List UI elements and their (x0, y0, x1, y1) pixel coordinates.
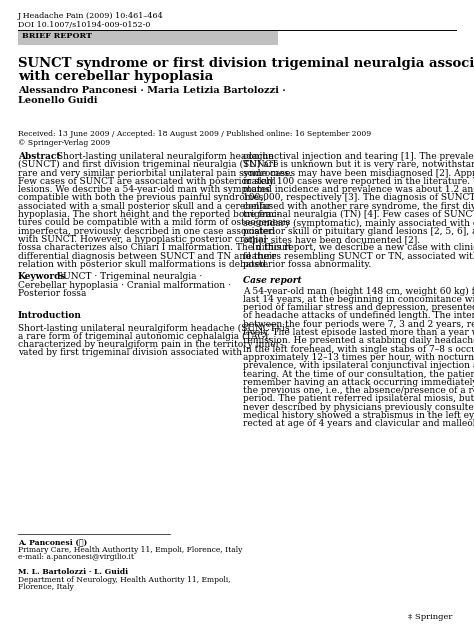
Text: Primary Care, Health Authority 11, Empoli, Florence, Italy: Primary Care, Health Authority 11, Empol… (18, 545, 242, 554)
Text: BRIEF REPORT: BRIEF REPORT (22, 32, 92, 40)
Text: fossa characterizes also Chiari I malformation. The difficult: fossa characterizes also Chiari I malfor… (18, 243, 292, 252)
Text: M. L. Bartolozzi · L. Guidi: M. L. Bartolozzi · L. Guidi (18, 568, 128, 576)
Text: last 14 years, at the beginning in concomitance with a: last 14 years, at the beginning in conco… (243, 295, 474, 304)
Text: remission. He presented a stabbing daily headache located: remission. He presented a stabbing daily… (243, 337, 474, 345)
Text: Department of Neurology, Health Authority 11, Empoli,: Department of Neurology, Health Authorit… (18, 576, 231, 584)
Text: medical history showed a strabismus in the left eye cor-: medical history showed a strabismus in t… (243, 411, 474, 420)
Text: Leonello Guidi: Leonello Guidi (18, 96, 98, 105)
Text: A 54-year-old man (height 148 cm, weight 60 kg) for the: A 54-year-old man (height 148 cm, weight… (243, 286, 474, 296)
Text: the previous one, i.e., the absence/presence of a refractory: the previous one, i.e., the absence/pres… (243, 386, 474, 395)
Text: In this report, we describe a new case with clinical: In this report, we describe a new case w… (243, 243, 474, 252)
Text: SUNCT is unknown but it is very rare, notwithstanding: SUNCT is unknown but it is very rare, no… (243, 160, 474, 169)
Text: e-mail: a.panconesi@virgilio.it: e-mail: a.panconesi@virgilio.it (18, 553, 134, 561)
Text: characterized by neuralgiform pain in the territory inner-: characterized by neuralgiform pain in th… (18, 340, 283, 349)
Text: ‡ Springer: ‡ Springer (408, 613, 452, 621)
Text: Received: 13 June 2009 / Accepted: 18 August 2009 / Published online: 16 Septemb: Received: 13 June 2009 / Accepted: 18 Au… (18, 130, 371, 138)
Text: lesions. We describe a 54-year-old man with symptoms: lesions. We describe a 54-year-old man w… (18, 185, 270, 194)
Text: posterior skull or pituitary gland lesions [2, 5, 6], although: posterior skull or pituitary gland lesio… (243, 226, 474, 236)
Text: DOI 10.1007/s10194-009-0152-0: DOI 10.1007/s10194-009-0152-0 (18, 21, 150, 29)
Text: mated incidence and prevalence was about 1.2 and 6.6/: mated incidence and prevalence was about… (243, 185, 474, 194)
Text: imperfecta, previously described in one case associated: imperfecta, previously described in one … (18, 226, 275, 236)
Text: Florence, Italy: Florence, Italy (18, 583, 74, 591)
Text: vated by first trigeminal division associated with: vated by first trigeminal division assoc… (18, 348, 242, 357)
Text: other sites have been documented [2].: other sites have been documented [2]. (243, 235, 420, 244)
Text: a rare form of trigeminal autonomic cephalalgia (TAC),: a rare form of trigeminal autonomic ceph… (18, 331, 271, 341)
Text: SUNCT · Trigeminal neuralgia ·: SUNCT · Trigeminal neuralgia · (57, 272, 202, 281)
Text: secondary (symptomatic), mainly associated with either: secondary (symptomatic), mainly associat… (243, 218, 474, 228)
Text: features resembling SUNCT or TN, associated with a: features resembling SUNCT or TN, associa… (243, 252, 474, 260)
Text: rare and very similar periorbital unilateral pain syndromes.: rare and very similar periorbital unilat… (18, 169, 292, 177)
Text: posterior fossa abnormality.: posterior fossa abnormality. (243, 260, 371, 269)
Text: J Headache Pain (2009) 10:461–464: J Headache Pain (2009) 10:461–464 (18, 12, 164, 20)
Text: Posterior fossa: Posterior fossa (18, 289, 86, 298)
Text: associated with a small posterior skull and a cerebellar: associated with a small posterior skull … (18, 202, 272, 211)
Text: relation with posterior skull malformations is debated.: relation with posterior skull malformati… (18, 260, 269, 269)
Text: period. The patient referred ipsilateral miosis, but this was: period. The patient referred ipsilateral… (243, 394, 474, 403)
Text: Short-lasting unilateral neuralgiform headache: Short-lasting unilateral neuralgiform he… (57, 152, 274, 161)
Text: confused with another rare syndrome, the first division: confused with another rare syndrome, the… (243, 202, 474, 211)
Text: mately 100 cases were reported in the literature. The esti-: mately 100 cases were reported in the li… (243, 177, 474, 186)
Text: tearing. At the time of our consultation, the patient did not: tearing. At the time of our consultation… (243, 369, 474, 379)
Text: prevalence, with ipsilateral conjunctival injection and: prevalence, with ipsilateral conjunctiva… (243, 361, 474, 370)
Text: Keywords: Keywords (18, 272, 66, 281)
Text: rected at age of 4 years and clavicular and malleolar: rected at age of 4 years and clavicular … (243, 420, 474, 428)
Text: Case report: Case report (243, 276, 301, 285)
Text: SUNCT syndrome or first division trigeminal neuralgia associated: SUNCT syndrome or first division trigemi… (18, 57, 474, 70)
Text: between the four periods were 7, 3 and 2 years, respec-: between the four periods were 7, 3 and 2… (243, 320, 474, 329)
Text: of headache attacks of undefined length. The intervals: of headache attacks of undefined length.… (243, 311, 474, 320)
Text: Introduction: Introduction (18, 311, 82, 320)
Text: in the left forehead, with single stabs of 7–8 s occurring: in the left forehead, with single stabs … (243, 345, 474, 353)
Text: with cerebellar hypoplasia: with cerebellar hypoplasia (18, 70, 213, 83)
Text: differential diagnosis between SUNCT and TN and their: differential diagnosis between SUNCT and… (18, 252, 276, 260)
Text: 100,000, respectively [3]. The diagnosis of SUNCT is often: 100,000, respectively [3]. The diagnosis… (243, 194, 474, 203)
Text: with SUNCT. However, a hypoplastic posterior cranial: with SUNCT. However, a hypoplastic poste… (18, 235, 266, 244)
Text: Abstract: Abstract (18, 152, 61, 161)
Text: Alessandro Panconesi · Maria Letizia Bartolozzi ·: Alessandro Panconesi · Maria Letizia Bar… (18, 86, 286, 95)
Text: trigeminal neuralgia (TN) [4]. Few cases of SUNCT are: trigeminal neuralgia (TN) [4]. Few cases… (243, 210, 474, 220)
Text: Cerebellar hypoplasia · Cranial malformation ·: Cerebellar hypoplasia · Cranial malforma… (18, 281, 231, 289)
Text: hypoplasia. The short height and the reported bone frac-: hypoplasia. The short height and the rep… (18, 210, 280, 219)
Text: some cases may have been misdiagnosed [2]. Approxi-: some cases may have been misdiagnosed [2… (243, 169, 474, 177)
Text: © Springer-Verlag 2009: © Springer-Verlag 2009 (18, 139, 110, 147)
Text: never described by physicians previously consulted. His: never described by physicians previously… (243, 403, 474, 412)
Text: approximately 12–13 times per hour, with nocturnal: approximately 12–13 times per hour, with… (243, 353, 474, 362)
Text: conjunctival injection and tearing [1]. The prevalence of: conjunctival injection and tearing [1]. … (243, 152, 474, 161)
Text: Short-lasting unilateral neuralgiform headache (SUNCT) is: Short-lasting unilateral neuralgiform he… (18, 323, 290, 333)
Text: A. Panconesi (✉): A. Panconesi (✉) (18, 538, 87, 546)
Text: period of familiar stress and depression, presented periods: period of familiar stress and depression… (243, 303, 474, 312)
Text: remember having an attack occurring immediately after: remember having an attack occurring imme… (243, 378, 474, 387)
Text: compatible with both the previous painful syndromes,: compatible with both the previous painfu… (18, 194, 266, 203)
Bar (18, 31, 278, 45)
Text: tively. The latest episode lasted more than a year without: tively. The latest episode lasted more t… (243, 328, 474, 337)
Text: (SUNCT) and first division trigeminal neuralgia (TN) are: (SUNCT) and first division trigeminal ne… (18, 160, 279, 169)
Text: Few cases of SUNCT are associated with posterior skull: Few cases of SUNCT are associated with p… (18, 177, 275, 186)
Text: tures could be compatible with a mild form of osteogenesis: tures could be compatible with a mild fo… (18, 218, 290, 228)
